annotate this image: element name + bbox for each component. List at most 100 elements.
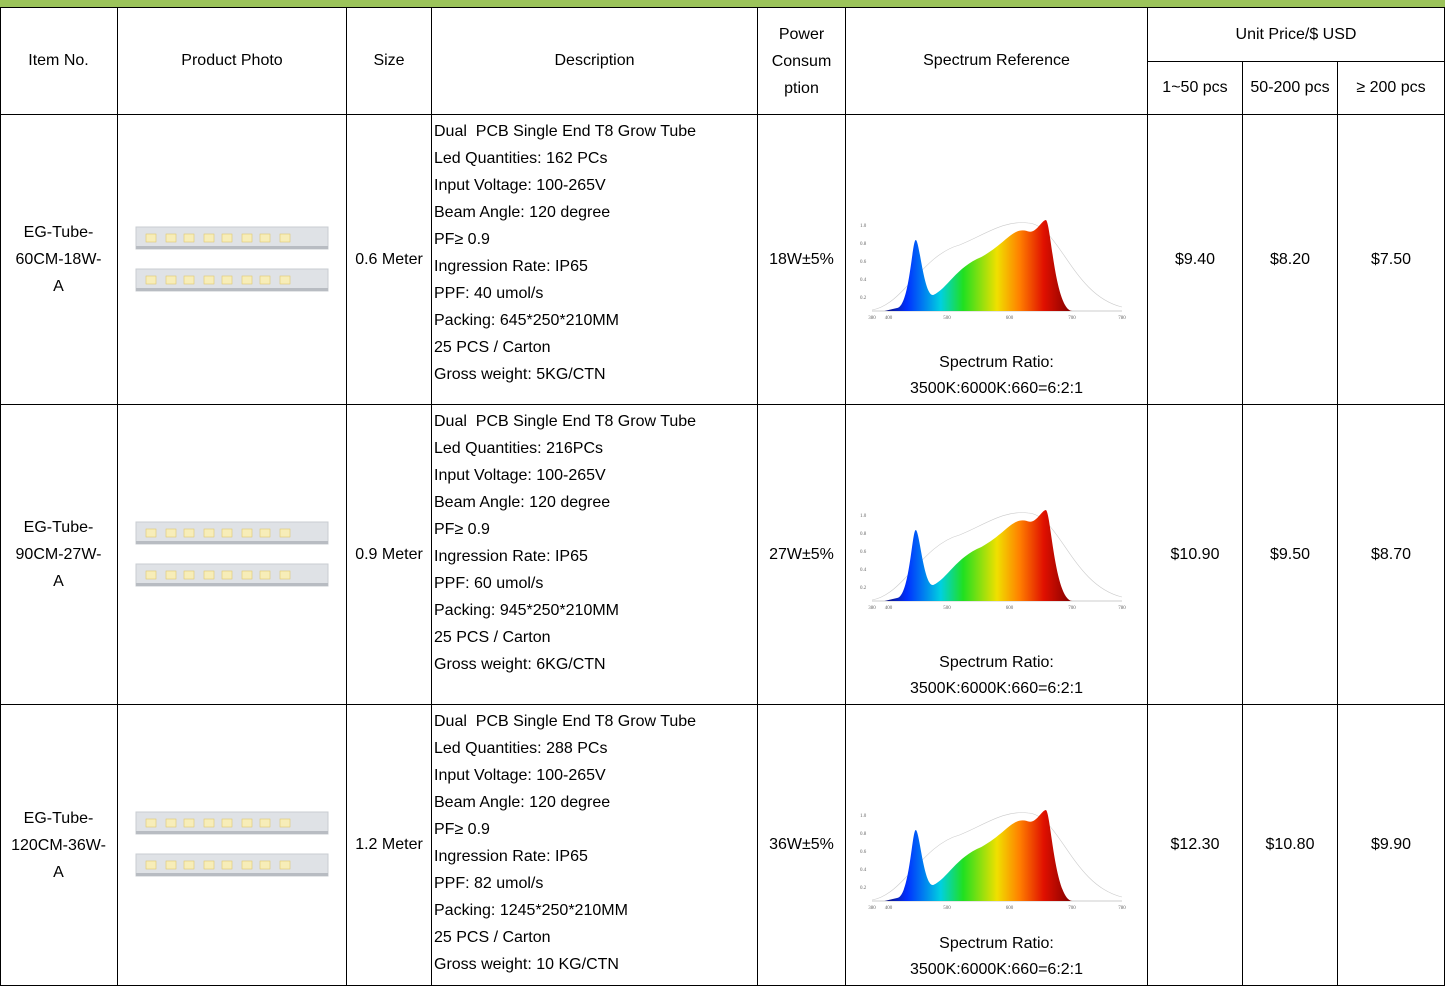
- led: [260, 234, 270, 242]
- price-cell: $8.20: [1243, 115, 1338, 405]
- axis-label: 0.2: [860, 296, 867, 301]
- header-cell: Spectrum Reference: [846, 8, 1148, 115]
- led: [184, 276, 194, 284]
- axis-label: 0.8: [860, 242, 867, 247]
- led: [222, 276, 232, 284]
- price-cell: $9.90: [1338, 705, 1445, 986]
- led: [222, 571, 232, 579]
- led: [146, 571, 156, 579]
- price: $9.50: [1270, 546, 1310, 564]
- size: 0.9 Meter: [355, 546, 423, 564]
- led: [260, 571, 270, 579]
- spectrum-ratio: Spectrum Ratio:: [939, 650, 1054, 676]
- axis-label: 1.0: [860, 514, 867, 519]
- led: [146, 861, 156, 869]
- header-cell: Description: [432, 8, 758, 115]
- spectrum-area: [885, 220, 1073, 311]
- price-cell: $9.50: [1243, 405, 1338, 705]
- led: [280, 861, 290, 869]
- spectrum-ratio: 3500K:6000K:660=6:2:1: [910, 376, 1083, 402]
- header-cell: Unit Price/$ USD: [1148, 8, 1445, 62]
- header-text: Description: [554, 52, 634, 70]
- price-cell: $10.80: [1243, 705, 1338, 986]
- price: $9.90: [1371, 836, 1411, 854]
- power: 36W±5%: [769, 836, 834, 854]
- led: [242, 571, 252, 579]
- spectrum-ratio: 3500K:6000K:660=6:2:1: [910, 676, 1083, 702]
- description-line: Beam Angle: 120 degree: [434, 489, 610, 516]
- axis-label: 0.6: [860, 550, 867, 555]
- led: [280, 819, 290, 827]
- description-line: 25 PCS / Carton: [434, 624, 551, 651]
- axis-label: 0.8: [860, 832, 867, 837]
- item-no: 90CM-27W-: [16, 541, 102, 568]
- description-line: Dual PCB Single End T8 Grow Tube: [434, 118, 696, 145]
- led: [280, 529, 290, 537]
- price-cell: $8.70: [1338, 405, 1445, 705]
- axis-label: 700: [1068, 906, 1076, 911]
- led: [222, 234, 232, 242]
- tube-edge: [136, 831, 328, 834]
- spectrum-ratio: 3500K:6000K:660=6:2:1: [910, 957, 1083, 983]
- spectrum-area: [885, 510, 1073, 601]
- led: [260, 819, 270, 827]
- axis-label: 500: [943, 906, 951, 911]
- led: [260, 529, 270, 537]
- description-line: PPF: 40 umol/s: [434, 280, 543, 307]
- power: 27W±5%: [769, 546, 834, 564]
- header-text: ≥ 200 pcs: [1356, 79, 1425, 97]
- description-line: Dual PCB Single End T8 Grow Tube: [434, 408, 696, 435]
- size-cell: 0.6 Meter: [347, 115, 432, 405]
- price: $8.70: [1371, 546, 1411, 564]
- header-cell: ≥ 200 pcs: [1338, 62, 1445, 115]
- item-no: A: [53, 859, 64, 886]
- axis-label: 780: [1118, 906, 1126, 911]
- led: [204, 819, 214, 827]
- led: [184, 861, 194, 869]
- axis-label: 700: [1068, 316, 1076, 321]
- header-text: ption: [784, 75, 819, 102]
- price: $12.30: [1171, 836, 1220, 854]
- axis-label: 400: [885, 606, 893, 611]
- header-text: 1~50 pcs: [1162, 79, 1227, 97]
- led: [146, 529, 156, 537]
- spec-table: Item No.Product PhotoSizeDescriptionPowe…: [0, 0, 1445, 986]
- description-line: Led Quantities: 288 PCs: [434, 735, 607, 762]
- description-line: PF≥ 0.9: [434, 516, 490, 543]
- led: [222, 529, 232, 537]
- led: [280, 234, 290, 242]
- spectrum-area: [885, 810, 1073, 901]
- header-cell: 1~50 pcs: [1148, 62, 1243, 115]
- led: [166, 276, 176, 284]
- description-line: Packing: 645*250*210MM: [434, 307, 619, 334]
- axis-label: 380: [868, 606, 876, 611]
- power-cell: 27W±5%: [758, 405, 846, 705]
- description-line: Input Voltage: 100-265V: [434, 172, 606, 199]
- description-line: Input Voltage: 100-265V: [434, 762, 606, 789]
- spectrum-ratio: Spectrum Ratio:: [939, 350, 1054, 376]
- axis-label: 400: [885, 906, 893, 911]
- description-line: Beam Angle: 120 degree: [434, 199, 610, 226]
- axis-label: 0.2: [860, 886, 867, 891]
- led: [204, 529, 214, 537]
- description-line: PPF: 60 umol/s: [434, 570, 543, 597]
- power: 18W±5%: [769, 251, 834, 269]
- axis-label: 380: [868, 906, 876, 911]
- top-bar: [0, 0, 1445, 8]
- price-cell: $12.30: [1148, 705, 1243, 986]
- description-line: Dual PCB Single End T8 Grow Tube: [434, 708, 696, 735]
- description-line: 25 PCS / Carton: [434, 334, 551, 361]
- description-line: Ingression Rate: IP65: [434, 843, 588, 870]
- axis-label: 780: [1118, 606, 1126, 611]
- description-line: Packing: 945*250*210MM: [434, 597, 619, 624]
- axis-label: 0.8: [860, 532, 867, 537]
- led: [146, 276, 156, 284]
- item-cell: EG-Tube-90CM-27W-A: [0, 405, 118, 705]
- led: [260, 276, 270, 284]
- spectrum-cell: 1.00.80.60.40.2380400500600700780Spectru…: [846, 405, 1148, 705]
- header-text: Spectrum Reference: [923, 52, 1070, 70]
